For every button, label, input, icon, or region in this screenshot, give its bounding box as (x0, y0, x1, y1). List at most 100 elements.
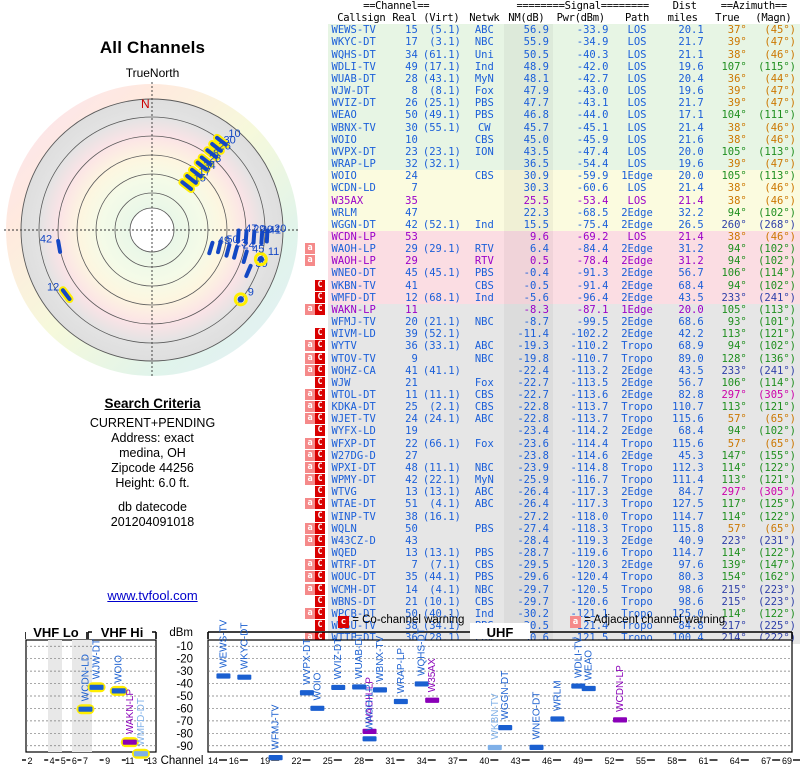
table-row[interactable]: WRAP-LP 32 (32.1) 36.5 -54.4 LOS 19.6 39° (47°) (305, 158, 800, 171)
spectrum-bar[interactable] (331, 684, 346, 691)
table-row[interactable]: W35AX 35 25.5 -53.4 LOS 21.4 38° (46°) (305, 194, 800, 207)
table-row[interactable]: a C WTOL-DT 11 (11.1) CBS -22.7 -113.6 2Edge 82.8… (305, 389, 800, 402)
table-row[interactable]: WGGN-DT 42 (52.1) Ind 15.5 -75.4 2Edge 26.5 260°… (305, 218, 800, 231)
table-row[interactable]: a C WQLN 50 PBS -27.4 -118.3 Tropo 115.8 57° (65°) (305, 522, 800, 535)
table-row[interactable]: a C WFXP-DT 22 (66.1) Fox -23.6 -114.4 Tropo 115.… (305, 437, 800, 450)
table-row[interactable]: a C WTAE-DT 51 (4.1) ABC -26.4 -117.3 Tropo 127.5… (305, 498, 800, 511)
radar-marker-bar[interactable] (264, 228, 270, 244)
radar-marker-bar[interactable] (205, 148, 219, 159)
spectrum-bar[interactable] (216, 673, 231, 679)
radar-marker-dot[interactable] (237, 296, 244, 303)
radar-marker-bar[interactable] (207, 240, 215, 256)
radar-marker-dot[interactable] (257, 255, 265, 263)
table-row[interactable]: C WIVM-LD 39 (52.1) -11.4 -102.2 2Edge 42.2 113°… (305, 328, 800, 341)
table-row[interactable]: a C WJET-TV 24 (24.1) ABC -22.8 -113.7 Tropo 115.… (305, 413, 800, 426)
spectrum-bar[interactable] (310, 705, 325, 711)
table-row[interactable]: a C WCMH-DT 14 (4.1) NBC -29.7 -120.5 Tropo 98.6 2… (305, 583, 800, 596)
radar-marker-bar[interactable] (251, 229, 257, 245)
radar-marker-bar[interactable] (243, 229, 249, 245)
table-row[interactable]: a C WPXI-DT 48 (11.1) NBC -23.9 -114.8 Tropo 112.… (305, 461, 800, 475)
radar-marker-bar[interactable] (195, 160, 209, 172)
radar-marker-bar[interactable] (259, 230, 265, 246)
table-row[interactable]: WEAO 50 (49.1) PBS 46.8 -44.0 LOS 17.1 104° (111°… (305, 109, 800, 122)
table-row[interactable]: WFMJ-TV 20 (21.1) NBC -8.7 -99.5 2Edge 68.6 93° (… (305, 316, 800, 329)
tvfool-link[interactable]: www.tvfool.com (0, 588, 305, 603)
spectrum-bar[interactable] (111, 688, 126, 694)
table-row[interactable]: WCDN-LD 7 30.3 -60.6 LOS 21.4 38° (46°) (305, 182, 800, 195)
radar-marker-bar[interactable] (210, 142, 223, 153)
table-row[interactable]: WOIO 24 CBS 30.9 -59.9 1Edge 20.0 105° (113°) (305, 170, 800, 183)
spectrum-bar[interactable] (89, 684, 104, 690)
spectrum-bar[interactable] (268, 755, 283, 761)
spectrum-bar[interactable] (498, 725, 513, 731)
spectrum-bar[interactable] (237, 674, 252, 680)
spectrum-bar[interactable] (425, 697, 440, 703)
table-row[interactable]: C WYFX-LD 19 -23.4 -114.2 2Edge 68.4 94° (102°) (305, 425, 800, 438)
spectrum-bar[interactable] (613, 717, 628, 723)
table-row[interactable]: a C WTOV-TV 9 NBC -19.8 -110.7 Tropo 89.0 128° (13… (305, 352, 800, 365)
table-row[interactable]: WBNX-TV 30 (55.1) CW 45.7 -45.1 LOS 21.4 38° (46°… (305, 121, 800, 134)
table-row[interactable]: a C WTRF-DT 7 (7.1) CBS -29.5 -120.3 2Edge 97.6 13… (305, 559, 800, 572)
spectrum-bar[interactable] (133, 751, 148, 757)
spectrum-bar[interactable] (487, 744, 502, 751)
table-row[interactable]: WEWS-TV 15 (5.1) ABC 56.9 -33.9 LOS 20.1 37° (45°… (305, 24, 800, 37)
table-row[interactable]: WOIO 10 CBS 45.0 -45.9 LOS 21.6 38° (46°) (305, 133, 800, 146)
table-row[interactable]: a C W43CZ-D 43 -28.4 -119.3 2Edge 40.9 223° (231°… (305, 534, 800, 548)
table-row[interactable]: WVPX-DT 23 (23.1) ION 43.5 -47.4 LOS 20.0 105° (1… (305, 145, 800, 159)
table-row[interactable]: C WINP-TV 38 (16.1) -27.2 -118.0 Tropo 114.7 114… (305, 510, 800, 523)
radar-marker-bar[interactable] (56, 238, 63, 254)
spectrum-bar[interactable] (352, 684, 367, 690)
table-row[interactable]: C WQED 13 (13.1) PBS -28.7 -119.6 Tropo 114.7 114… (305, 547, 800, 560)
table-cell: 2Edge (621, 559, 653, 572)
table-row[interactable]: a C WOUC-DT 35 (44.1) PBS -29.6 -120.4 Tropo 80.3… (305, 571, 800, 584)
table-row[interactable]: a WAOH-LP 29 (29.1) RTV 6.4 -84.4 2Edge 31.2 94° (… (305, 243, 800, 256)
radar-marker-bar[interactable] (241, 249, 249, 265)
radar-marker-bar[interactable] (232, 245, 239, 260)
radar-marker-bar[interactable] (235, 228, 241, 244)
spectrum-bar[interactable] (122, 739, 137, 745)
spectrum-bar[interactable] (393, 698, 408, 705)
radar-marker-bar[interactable] (224, 243, 232, 258)
table-row[interactable]: WRLM 47 22.3 -68.5 2Edge 32.2 94° (102°) (305, 206, 800, 219)
spectrum-bar[interactable] (362, 728, 377, 734)
table-row[interactable]: C WMFD-DT 12 (68.1) Ind -5.6 -96.4 2Edge 43.5 233… (305, 291, 800, 304)
spectrum-bar[interactable] (299, 690, 314, 696)
spectrum-bar[interactable] (529, 744, 544, 750)
spectrum-bar[interactable] (581, 685, 596, 692)
table-row[interactable]: WKYC-DT 17 (3.1) NBC 55.9 -34.9 LOS 21.7 39° (47°… (305, 36, 800, 49)
table-row[interactable]: a C WYTV 36 (33.1) ABC -19.3 -110.2 Tropo 68.9 94°… (305, 340, 800, 353)
table-row[interactable]: a C WPMY-DT 42 (22.1) MyN -25.9 -116.7 Tropo 111.… (305, 474, 800, 487)
table-row[interactable]: WDLI-TV 49 (17.1) Ind 48.9 -42.0 LOS 19.6 107° (1… (305, 60, 800, 73)
radar-marker-bar[interactable] (60, 288, 72, 302)
radar-marker-bar[interactable] (216, 239, 223, 255)
spectrum-bar[interactable] (550, 716, 565, 722)
table-row[interactable]: C WBNS-DT 21 (10.1) CBS -29.7 -120.6 Tropo 98.6 2… (305, 595, 800, 608)
spectrum-bar[interactable] (78, 706, 93, 712)
radar-marker-bar[interactable] (215, 135, 228, 147)
table-group-header-row: ==Channel== ========Signal======== Dist … (305, 0, 800, 12)
radar-marker-bar[interactable] (190, 167, 203, 179)
table-row[interactable]: C WKBN-TV 41 CBS -0.5 -91.4 2Edge 68.4 94° (102°) (305, 279, 800, 292)
table-row[interactable]: WCDN-LP 53 9.6 -69.2 LOS 21.4 38° (46°) (305, 230, 800, 244)
table-row[interactable]: WJW-DT 8 (8.1) Fox 47.9 -43.0 LOS 19.6 39° (47°) (305, 85, 800, 98)
radar-marker-bar[interactable] (180, 180, 194, 191)
spectrum-bar[interactable] (362, 736, 377, 742)
spectrum-bar[interactable] (372, 687, 387, 693)
table-row[interactable]: WUAB-DT 28 (43.1) MyN 48.1 -42.7 LOS 20.4 36° (44… (305, 72, 800, 86)
table-row[interactable]: a C WAKN-LP 11 -8.3 -87.1 1Edge 20.0 105° (113°) (305, 303, 800, 317)
table-row[interactable]: WNEO-DT 45 (45.1) PBS -0.4 -91.3 2Edge 56.7 106°… (305, 267, 800, 280)
y-axis-tick-label: -30 (176, 666, 193, 678)
radar-marker-bar[interactable] (244, 263, 253, 279)
table-row[interactable]: WQHS-DT 34 (61.1) Uni 50.5 -40.3 LOS 21.1 38° (46… (305, 48, 800, 61)
table-row[interactable]: a C KDKA-DT 25 (2.1) CBS -22.8 -113.7 Tropo 110.7… (305, 401, 800, 414)
spectrum-bar[interactable] (414, 681, 429, 687)
table-row[interactable]: C WJW 21 Fox -22.7 -113.5 2Edge 56.7 106° (114°) (305, 376, 800, 389)
tvfool-link-anchor[interactable]: www.tvfool.com (107, 588, 198, 603)
table-row[interactable]: C WTVG 13 (13.1) ABC -26.4 -117.3 2Edge 84.7 297°… (305, 486, 800, 499)
table-row[interactable]: a C W27DG-D 27 -23.8 -114.6 2Edge 45.3 147° (155°… (305, 449, 800, 462)
radar-marker-bar[interactable] (199, 155, 213, 167)
radar-marker-bar[interactable] (185, 174, 198, 185)
table-row[interactable]: a WAOH-LP 29 RTV 0.5 -78.4 2Edge 31.2 94° (102°) (305, 255, 800, 268)
table-row[interactable]: WVIZ-DT 26 (25.1) PBS 47.7 -43.1 LOS 21.7 39° (47… (305, 97, 800, 110)
table-row[interactable]: a C WOHZ-CA 41 (41.1) -22.4 -113.2 2Edge 43.5 233… (305, 364, 800, 377)
